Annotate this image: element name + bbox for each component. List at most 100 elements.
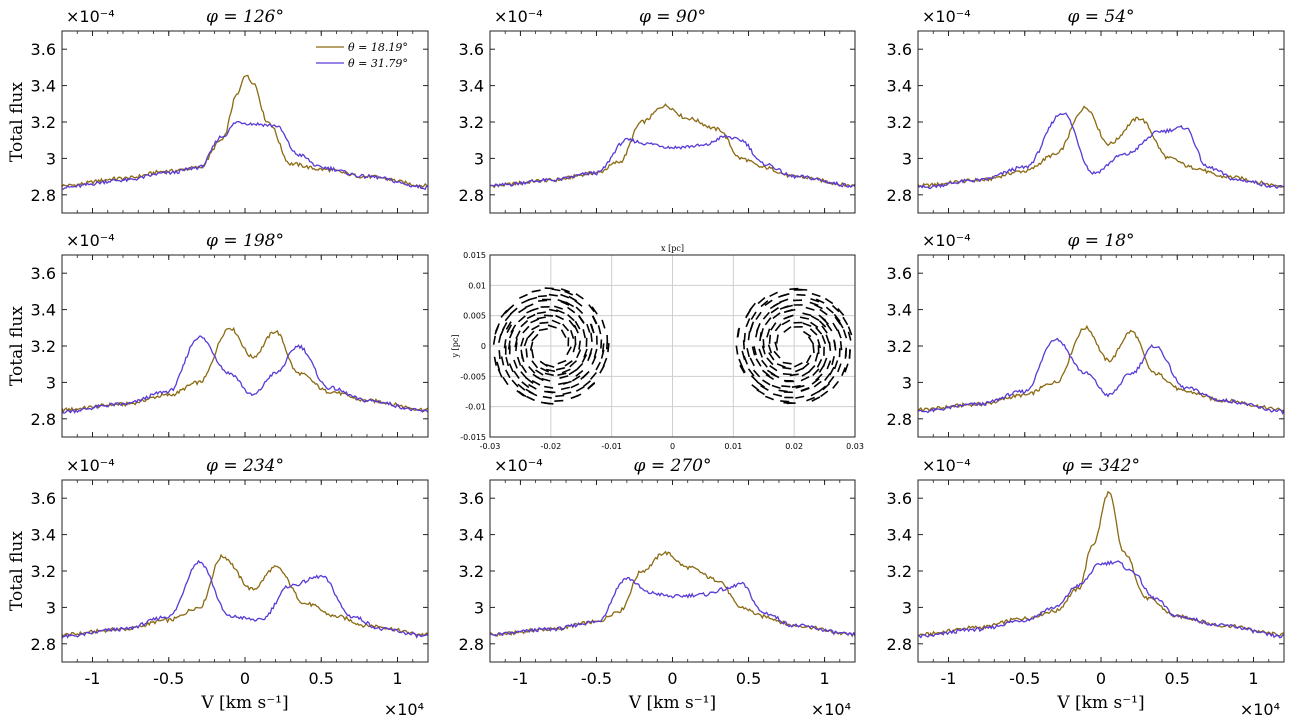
y-tick-label: 3.6 xyxy=(887,489,912,508)
velocity-arrow xyxy=(829,366,835,376)
velocity-arrow xyxy=(809,328,818,336)
velocity-arrow xyxy=(568,369,578,376)
velocity-arrow xyxy=(601,343,605,353)
panel-phi90: φ = 90° ×10⁻⁴ 2.8 3 3.2 3.4 3.6 xyxy=(459,7,856,214)
velocity-arrow xyxy=(757,296,766,305)
velocity-arrow xyxy=(518,293,528,299)
y-tick-label: 3.6 xyxy=(31,40,56,59)
x-tick-label: 0 xyxy=(240,669,250,688)
velocity-arrow xyxy=(497,368,503,378)
legend: θ = 18.19° θ = 31.79° xyxy=(316,41,408,70)
velocity-arrow xyxy=(819,308,828,316)
velocity-arrow xyxy=(548,293,558,297)
panel-phi270: φ = 270° ×10⁻⁴ 2.8 3 3.2 3.4 3.6 -1 -0.5 0 0.5 1 V [… xyxy=(459,456,856,719)
velocity-arrow xyxy=(783,326,792,333)
velocity-arrow xyxy=(554,399,564,402)
x-tick-label: -0.5 xyxy=(153,669,184,688)
velocity-arrow xyxy=(761,345,766,355)
velocity-arrow xyxy=(837,307,845,316)
velocity-arrow xyxy=(529,341,534,351)
velocity-arrow xyxy=(561,368,571,374)
velocity-arrow xyxy=(508,329,515,339)
velocity-arrow xyxy=(815,373,823,381)
velocity-arrow xyxy=(832,380,840,389)
x-tick-label: 0.5 xyxy=(309,669,334,688)
velocity-arrow xyxy=(531,333,539,342)
velocity-arrow xyxy=(607,343,610,353)
velocity-arrow xyxy=(589,323,595,333)
y-tick-label: 2.8 xyxy=(887,410,912,429)
y-tick-label: 3.6 xyxy=(459,489,484,508)
x-tick-label: 0.03 xyxy=(846,442,864,451)
y-exponent-label: ×10⁻⁴ xyxy=(494,456,543,475)
velocity-arrow xyxy=(800,376,810,382)
velocity-arrow xyxy=(810,390,820,397)
y-tick-label: 3 xyxy=(46,598,56,617)
velocity-arrow xyxy=(735,345,739,355)
axes-frame xyxy=(917,479,1285,663)
velocity-arrow xyxy=(511,379,519,388)
velocity-arrow xyxy=(498,350,501,360)
y-tick-label: 3.4 xyxy=(459,526,484,545)
x-tick-label: -0.5 xyxy=(581,669,612,688)
velocity-arrow xyxy=(821,325,828,334)
velocity-arrow xyxy=(753,346,757,356)
velocity-arrow xyxy=(568,295,578,302)
y-tick-label: 2.8 xyxy=(459,186,484,205)
panel-phi198: φ = 198° ×10⁻⁴ 2.8 3 3.2 3.4 3.6 Total flux xyxy=(7,231,429,438)
velocity-arrow xyxy=(570,329,575,340)
velocity-arrow xyxy=(740,364,746,373)
velocity-arrow xyxy=(537,295,547,298)
velocity-arrow xyxy=(527,330,535,339)
velocity-arrow xyxy=(547,324,557,329)
series-line-theta-18 xyxy=(489,103,856,189)
y-tick-label: 3 xyxy=(46,373,56,392)
y-tick-label: 3.4 xyxy=(459,77,484,96)
velocity-arrow xyxy=(526,308,536,314)
velocity-arrow xyxy=(570,394,580,400)
velocity-arrow xyxy=(831,356,835,366)
velocity-arrow xyxy=(822,383,831,391)
x-tick-label: -1 xyxy=(941,669,957,688)
velocity-arrow xyxy=(531,379,541,386)
velocity-arrow xyxy=(548,308,559,313)
x-tick-label: -0.02 xyxy=(540,442,561,451)
series-line-theta-18 xyxy=(489,550,856,638)
panel-phi234: φ = 234° ×10⁻⁴ 2.8 3 3.2 3.4 3.6 -1 -0.5 0 0.5 1 Tot… xyxy=(7,456,429,719)
panel-phi18: φ = 18° ×10⁻⁴ 2.8 3 3.2 3.4 3.6 xyxy=(887,231,1285,438)
velocity-arrow xyxy=(528,296,538,301)
velocity-arrow xyxy=(525,348,528,358)
velocity-arrow xyxy=(517,315,526,323)
velocity-arrow xyxy=(503,339,507,349)
y-tick-label: 3.4 xyxy=(887,526,912,545)
velocity-arrow xyxy=(775,334,779,344)
y-exponent-label: ×10⁻⁴ xyxy=(922,231,971,250)
y-tick-label: 3 xyxy=(474,598,484,617)
velocity-arrow xyxy=(538,299,548,302)
y-tick-label: 3.6 xyxy=(459,40,484,59)
velocity-arrow xyxy=(557,298,567,304)
velocity-arrow xyxy=(828,341,832,351)
y-tick-label: 3.4 xyxy=(887,301,912,320)
panel-phi126: φ = 126° ×10⁻⁴ 2.8 3 3.2 3.4 3.6 Total flux θ = … xyxy=(7,7,429,214)
y-tick-label: 0.005 xyxy=(463,312,486,321)
x-tick-label: 0.01 xyxy=(724,442,742,451)
panel-title: φ = 270° xyxy=(634,456,712,476)
y-tick-label: 3.4 xyxy=(31,301,56,320)
velocity-arrow xyxy=(772,312,781,320)
velocity-arrow xyxy=(831,304,840,313)
velocity-arrow xyxy=(837,363,842,373)
velocity-arrow xyxy=(825,334,830,344)
y-axis-label: Total flux xyxy=(7,306,27,386)
velocity-arrow xyxy=(746,348,750,358)
velocity-arrow xyxy=(542,395,552,399)
velocity-arrow xyxy=(545,363,555,368)
velocity-arrow xyxy=(743,355,749,365)
velocity-arrow xyxy=(768,352,775,361)
velocity-arrow xyxy=(504,313,512,322)
velocity-arrow xyxy=(509,307,518,315)
velocity-arrow xyxy=(572,343,577,353)
velocity-arrow xyxy=(758,348,763,358)
x-tick-label: 0.5 xyxy=(736,669,761,688)
